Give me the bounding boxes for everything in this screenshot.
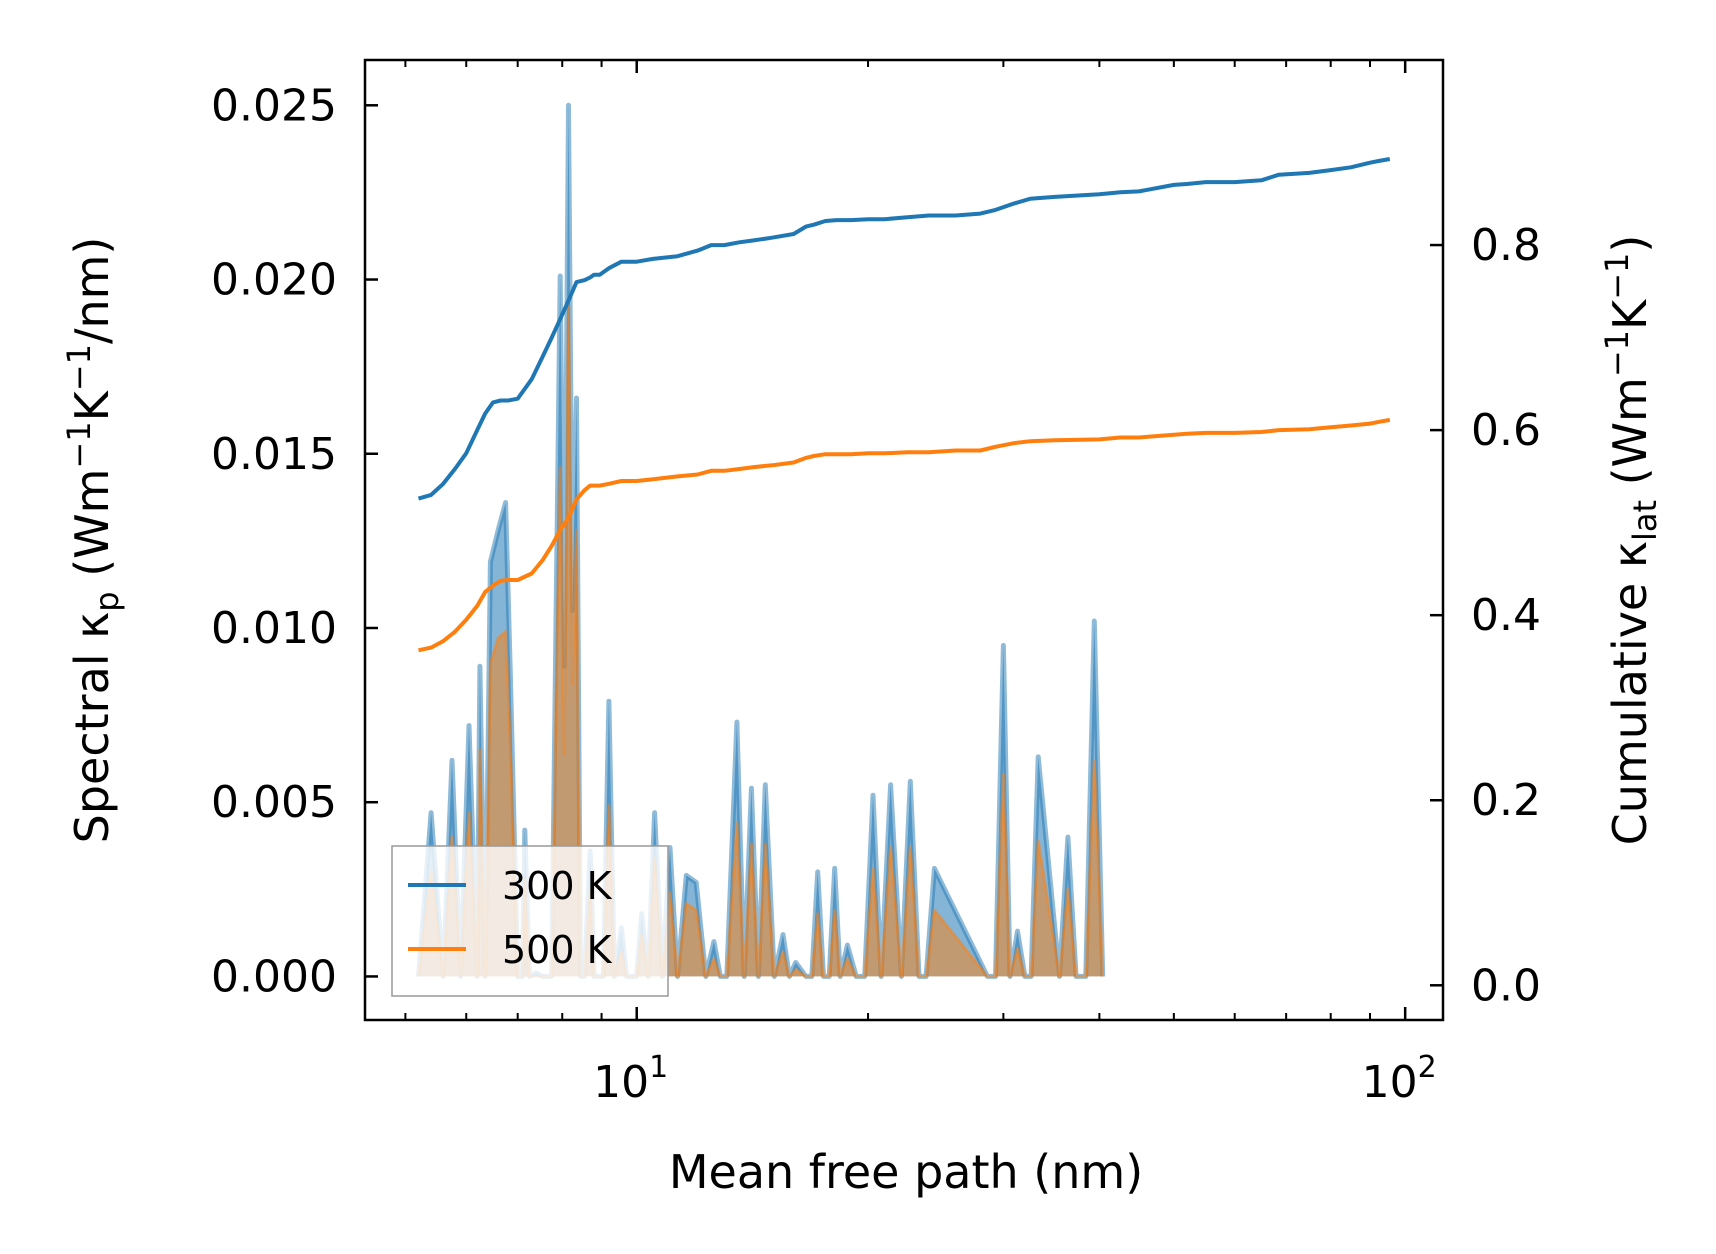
legend: 300 K 500 K — [391, 845, 669, 997]
y-left-title-prefix: Spectral κ — [65, 612, 119, 844]
y-axis-left-title: Spectral κp (Wm−1K−1/nm) — [60, 237, 126, 844]
y-right-tick-label: 0.2 — [1471, 775, 1541, 826]
y-left-tick-label: 0.015 — [211, 429, 337, 480]
y-left-tick-label: 0.010 — [211, 603, 337, 654]
y-right-tick-label: 0.6 — [1471, 405, 1541, 456]
y-left-tick-label: 0.020 — [211, 255, 337, 306]
y-right-title-unit-open: (Wm — [1603, 377, 1657, 500]
y-right-tick-label: 0.8 — [1471, 220, 1541, 271]
axes-frame — [363, 58, 1445, 1022]
y-right-title-prefix: Cumulative κ — [1603, 541, 1657, 845]
y-right-tick-label: 0.0 — [1471, 960, 1541, 1011]
x-tick-exponent: 2 — [1418, 1050, 1437, 1085]
y-right-title-unit-close: ) — [1603, 235, 1657, 253]
x-tick-base: 10 — [593, 1057, 649, 1108]
y-left-title-mid: K — [65, 389, 119, 421]
cumulative-line-300k — [417, 157, 1391, 501]
y-left-title-sup1: −1 — [60, 421, 98, 468]
legend-frame — [391, 845, 669, 997]
y-right-tick-label: 0.4 — [1471, 590, 1541, 641]
cumulative-line-500k — [418, 417, 1391, 653]
x-tick-exponent: 1 — [649, 1050, 668, 1085]
y-left-title-unit-open: (Wm — [65, 469, 119, 592]
y-left-tick-label: 0.025 — [211, 80, 337, 131]
y-left-tick-label: 0.005 — [211, 777, 337, 828]
x-tick-label: 102 — [1362, 1050, 1437, 1108]
y-left-title-subscript: p — [88, 591, 126, 611]
legend-label-500k: 500 K — [502, 928, 613, 972]
y-right-title-subscript: lat — [1626, 500, 1664, 541]
y-left-title-unit-close: /nm) — [65, 237, 119, 344]
y-right-title-sup2: −1 — [1598, 253, 1636, 300]
legend-label-300k: 300 K — [502, 864, 613, 908]
y-axis-right-title: Cumulative κlat (Wm−1K−1) — [1598, 235, 1664, 846]
axes-layer: 0.000 0.005 0.010 0.015 0.020 0.025 0.0 0.2 0.4 0… — [211, 58, 1541, 1108]
y-left-title-sup2: −1 — [60, 344, 98, 391]
x-tick-label: 101 — [593, 1050, 668, 1108]
x-tick-base: 10 — [1362, 1057, 1418, 1108]
y-right-title-mid: K — [1603, 298, 1657, 330]
y-left-tick-label: 0.000 — [211, 951, 337, 1002]
y-right-title-sup1: −1 — [1598, 330, 1636, 377]
x-axis-title: Mean free path (nm) — [669, 1145, 1143, 1199]
